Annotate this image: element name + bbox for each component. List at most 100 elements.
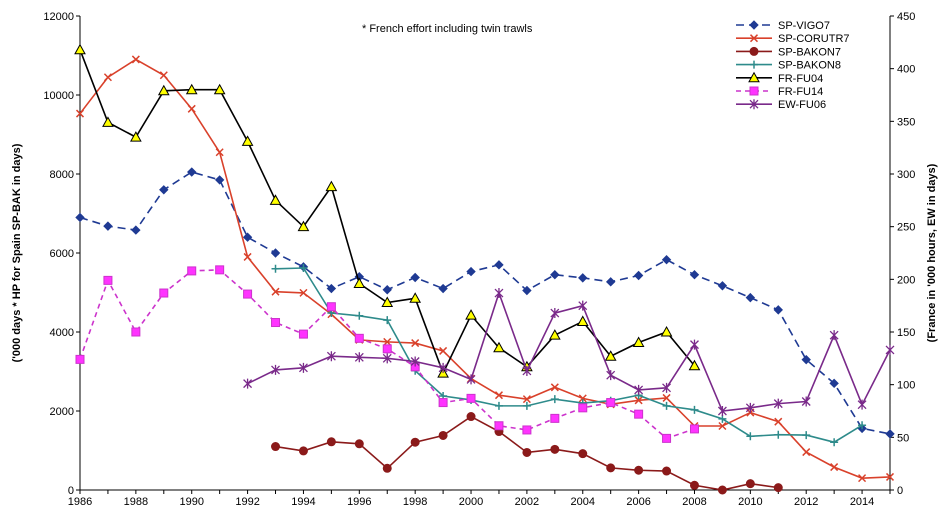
data-point	[411, 339, 420, 348]
data-point	[578, 394, 587, 403]
data-point	[578, 449, 588, 459]
data-point	[745, 402, 755, 413]
data-point	[271, 287, 280, 296]
x-tick-label: 2002	[515, 496, 539, 508]
data-point	[159, 288, 169, 298]
data-point	[326, 351, 336, 362]
data-point	[689, 480, 699, 490]
data-point	[548, 329, 561, 340]
data-point	[606, 370, 616, 381]
data-point	[634, 396, 643, 405]
x-tick-label: 1992	[235, 496, 259, 508]
chart-annotation: * French effort including twin trawls	[362, 23, 533, 35]
data-point	[75, 212, 85, 223]
data-point	[576, 315, 589, 326]
data-point	[662, 466, 672, 476]
data-point	[382, 344, 392, 354]
x-tick-label: 1986	[68, 496, 92, 508]
legend-swatch-marker	[749, 34, 759, 43]
legend-swatch-marker	[748, 71, 760, 83]
data-point	[298, 329, 308, 339]
data-point	[187, 167, 197, 177]
data-point	[829, 378, 839, 389]
legend-entry: SP-CORUTR7	[736, 33, 850, 45]
x-axis: 1986 1988 1990 1992 1994 1996 1998 2000 2002 2004…	[68, 490, 891, 508]
data-point	[354, 352, 364, 363]
y-right-tick-label: 350	[897, 116, 915, 128]
data-point	[522, 285, 532, 296]
data-point	[157, 84, 170, 96]
data-point	[354, 439, 364, 449]
data-point	[103, 73, 112, 82]
data-point	[774, 417, 783, 426]
data-point	[634, 465, 644, 475]
y-axis-right-label: (France in '000 hours, EW in days)	[926, 163, 938, 342]
data-point	[241, 135, 254, 146]
series-fr-fu14	[75, 265, 699, 443]
data-point	[215, 265, 225, 275]
legend-entry: SP-BAKON7	[736, 46, 841, 58]
data-point	[383, 337, 392, 346]
data-point	[578, 403, 588, 413]
data-point	[103, 275, 113, 285]
x-tick-label: 2000	[459, 496, 483, 508]
x-tick-label: 2012	[794, 496, 818, 508]
data-point	[465, 309, 477, 320]
data-point	[717, 485, 727, 495]
y-left-tick-label: 0	[68, 485, 74, 497]
data-point	[718, 421, 727, 431]
data-point	[439, 346, 448, 355]
data-point	[885, 344, 895, 355]
x-tick-label: 1994	[291, 496, 315, 508]
data-point	[466, 393, 476, 403]
data-point	[326, 302, 336, 312]
data-point	[131, 55, 140, 64]
legend-swatch-marker	[749, 86, 759, 96]
series-layer	[74, 43, 895, 495]
data-point	[75, 109, 85, 118]
x-tick-label: 1996	[347, 496, 371, 508]
data-point	[606, 463, 616, 473]
legend-entry: SP-VIGO7	[736, 20, 830, 32]
series-sp-vigo7	[75, 167, 895, 439]
legend-label: SP-BAKON8	[778, 60, 841, 72]
data-point	[634, 384, 644, 395]
x-tick-label: 1998	[403, 496, 427, 508]
data-point	[578, 300, 588, 311]
data-point	[690, 339, 699, 350]
series-line	[79, 49, 696, 376]
x-tick-label: 2010	[738, 496, 762, 508]
data-point	[299, 288, 308, 297]
data-point	[689, 270, 700, 280]
legend-entry: EW-FU06	[736, 99, 826, 111]
data-point	[103, 221, 113, 231]
y-right-tick-label: 50	[897, 432, 909, 444]
data-point	[102, 116, 114, 127]
series-line	[79, 171, 891, 435]
data-point	[578, 273, 588, 283]
data-point	[494, 288, 504, 299]
data-point	[353, 277, 366, 289]
series-sp-bakon7	[271, 412, 783, 495]
data-point	[243, 252, 252, 261]
data-point	[494, 421, 504, 431]
data-point	[269, 194, 282, 205]
y-left-tick-label: 4000	[50, 327, 74, 339]
legend-label: SP-CORUTR7	[778, 33, 850, 45]
x-tick-label: 2006	[626, 496, 650, 508]
data-point	[75, 354, 85, 364]
data-point	[802, 448, 811, 457]
data-point	[717, 406, 727, 416]
legend: SP-VIGO7SP-CORUTR7SP-BAKON7SP-BAKON8FR-F…	[736, 20, 850, 111]
data-point	[326, 437, 336, 447]
data-point	[550, 395, 559, 404]
y-right-tick-label: 300	[897, 169, 915, 181]
data-point	[438, 283, 448, 294]
data-point	[522, 395, 531, 404]
data-point	[74, 43, 86, 55]
data-point	[885, 472, 895, 481]
data-point	[159, 185, 169, 195]
data-point	[410, 437, 420, 447]
data-point	[660, 325, 673, 337]
data-point	[494, 260, 504, 270]
